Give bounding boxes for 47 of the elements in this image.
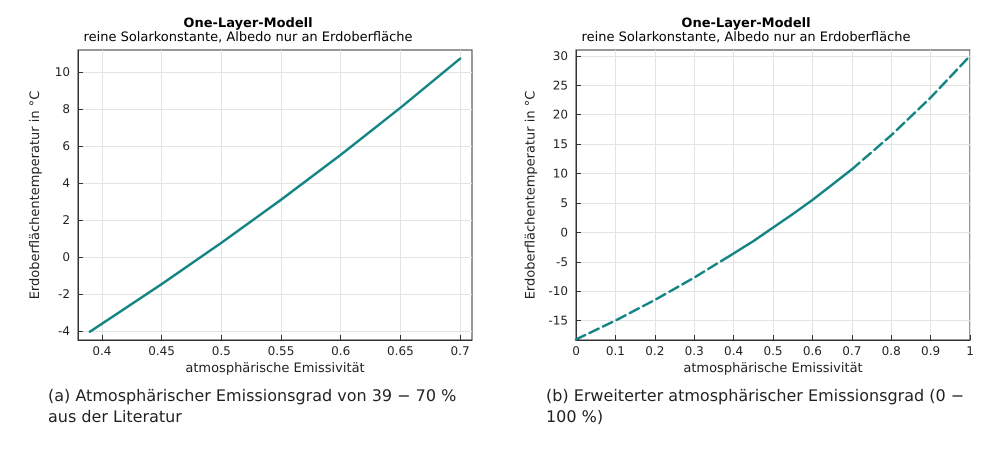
y-tick-label: 4 (62, 176, 70, 190)
x-tick-label: 0.3 (684, 344, 704, 358)
x-tick-label: 0.6 (331, 344, 350, 358)
y-tick-label: -2 (58, 286, 70, 301)
x-tick-label: 0.8 (882, 344, 901, 358)
x-tick-label: 0.7 (450, 344, 470, 358)
y-tick-label: 25 (552, 78, 568, 92)
y-tick-label: 0 (560, 225, 568, 240)
y-tick-label: -4 (58, 324, 70, 338)
chart-title: One-Layer-Modell (183, 16, 313, 31)
line-series (88, 57, 462, 333)
x-tick-label: 1 (966, 344, 974, 358)
y-tick-label: 0 (62, 250, 70, 264)
chart-title: One-Layer-Modell (681, 16, 811, 31)
y-tick-label: 15 (552, 137, 568, 152)
x-tick-label: 0.7 (842, 344, 862, 358)
chart-subtitle: reine Solarkonstante, Albedo nur an Erdoberfläche (582, 30, 910, 45)
x-tick-label: 0.6 (802, 344, 822, 358)
x-tick-label: 0.55 (268, 344, 294, 358)
y-tick-label: 30 (552, 48, 568, 63)
y-tick-label: 8 (62, 102, 70, 116)
x-tick-label: 0.45 (148, 344, 175, 358)
x-tick-label: 0.2 (645, 344, 664, 358)
y-tick-label: 20 (552, 108, 568, 122)
text: (b) Erweiterter atmosphärischer Emissionsgrad (0 − 100 %) (545, 385, 966, 428)
x-axis-title: atmosphärische Emissivität (683, 360, 863, 376)
y-tick-label: 5 (560, 196, 568, 210)
x-tick-label: 0.1 (606, 344, 625, 358)
y-tick-label: 10 (552, 166, 568, 181)
y-tick-label: -5 (556, 254, 568, 269)
chart-subtitle: reine Solarkonstante, Albedo nur an Erdoberfläche (84, 30, 412, 45)
y-axis-title: Erdoberflächentemperatur in °C (28, 90, 43, 300)
x-tick-label: 0.4 (92, 344, 112, 358)
x-tick-label: 0.4 (724, 344, 744, 358)
x-tick-label: 0.5 (763, 344, 783, 358)
text: (a) Atmosphärischer Emissionsgrad von 39 − 70 % aus der Literatur (47, 385, 458, 428)
y-axis-title: Erdoberflächentemperatur in °C (524, 90, 538, 300)
y-tick-label: 6 (62, 139, 70, 154)
y-tick-label: -15 (548, 314, 568, 328)
x-tick-label: 0.9 (921, 344, 940, 358)
y-tick-label: -10 (548, 284, 568, 298)
x-tick-label: 0.5 (212, 344, 231, 358)
x-tick-label: 0 (572, 344, 580, 358)
x-tick-label: 0.65 (387, 344, 414, 358)
y-tick-label: 10 (54, 65, 70, 80)
x-axis-title: atmosphärische Emissivität (185, 360, 365, 376)
y-tick-label: 2 (62, 212, 70, 227)
